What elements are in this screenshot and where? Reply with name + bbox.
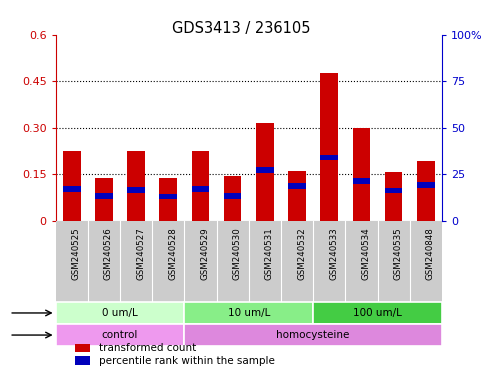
Bar [185, 302, 313, 324]
Text: GSM240535: GSM240535 [394, 227, 403, 280]
Text: GSM240531: GSM240531 [265, 227, 274, 280]
Bar [256, 122, 274, 220]
Bar [56, 302, 185, 324]
Bar [313, 302, 442, 324]
Bar [159, 178, 177, 220]
Bar [192, 151, 209, 220]
Bar [185, 324, 442, 346]
Text: GSM240526: GSM240526 [104, 227, 113, 280]
Bar [353, 129, 370, 220]
Text: percentile rank within the sample: percentile rank within the sample [99, 356, 275, 366]
Bar [256, 167, 274, 172]
Text: 100 um/L: 100 um/L [353, 308, 402, 318]
Bar [75, 344, 90, 352]
Bar [56, 324, 185, 346]
Text: homocysteine: homocysteine [276, 330, 350, 340]
Text: GSM240527: GSM240527 [136, 227, 145, 280]
Bar [320, 154, 338, 160]
Bar [63, 151, 81, 220]
Text: GSM240525: GSM240525 [71, 227, 81, 280]
Text: GSM240530: GSM240530 [233, 227, 242, 280]
Bar [192, 187, 209, 192]
Text: 10 um/L: 10 um/L [227, 308, 270, 318]
Bar [417, 182, 435, 188]
Text: GSM240529: GSM240529 [200, 227, 210, 280]
Bar [417, 161, 435, 220]
Bar [127, 187, 145, 193]
Bar [63, 187, 81, 192]
Bar [385, 188, 402, 193]
Bar [224, 176, 242, 220]
Text: GSM240534: GSM240534 [361, 227, 370, 280]
Bar [288, 183, 306, 189]
Bar [95, 193, 113, 199]
Bar [385, 172, 402, 220]
Bar [127, 151, 145, 220]
Text: GDS3413 / 236105: GDS3413 / 236105 [172, 21, 311, 36]
Text: GSM240528: GSM240528 [168, 227, 177, 280]
Text: transformed count: transformed count [99, 343, 197, 353]
Bar [353, 179, 370, 184]
Text: GSM240848: GSM240848 [426, 227, 435, 280]
Bar [224, 193, 242, 199]
Bar [75, 356, 90, 365]
Bar [288, 171, 306, 220]
Bar [95, 178, 113, 220]
Bar [159, 194, 177, 199]
Bar [320, 73, 338, 220]
Text: 0 um/L: 0 um/L [102, 308, 138, 318]
Text: control: control [102, 330, 138, 340]
Text: GSM240532: GSM240532 [297, 227, 306, 280]
Text: GSM240533: GSM240533 [329, 227, 338, 280]
